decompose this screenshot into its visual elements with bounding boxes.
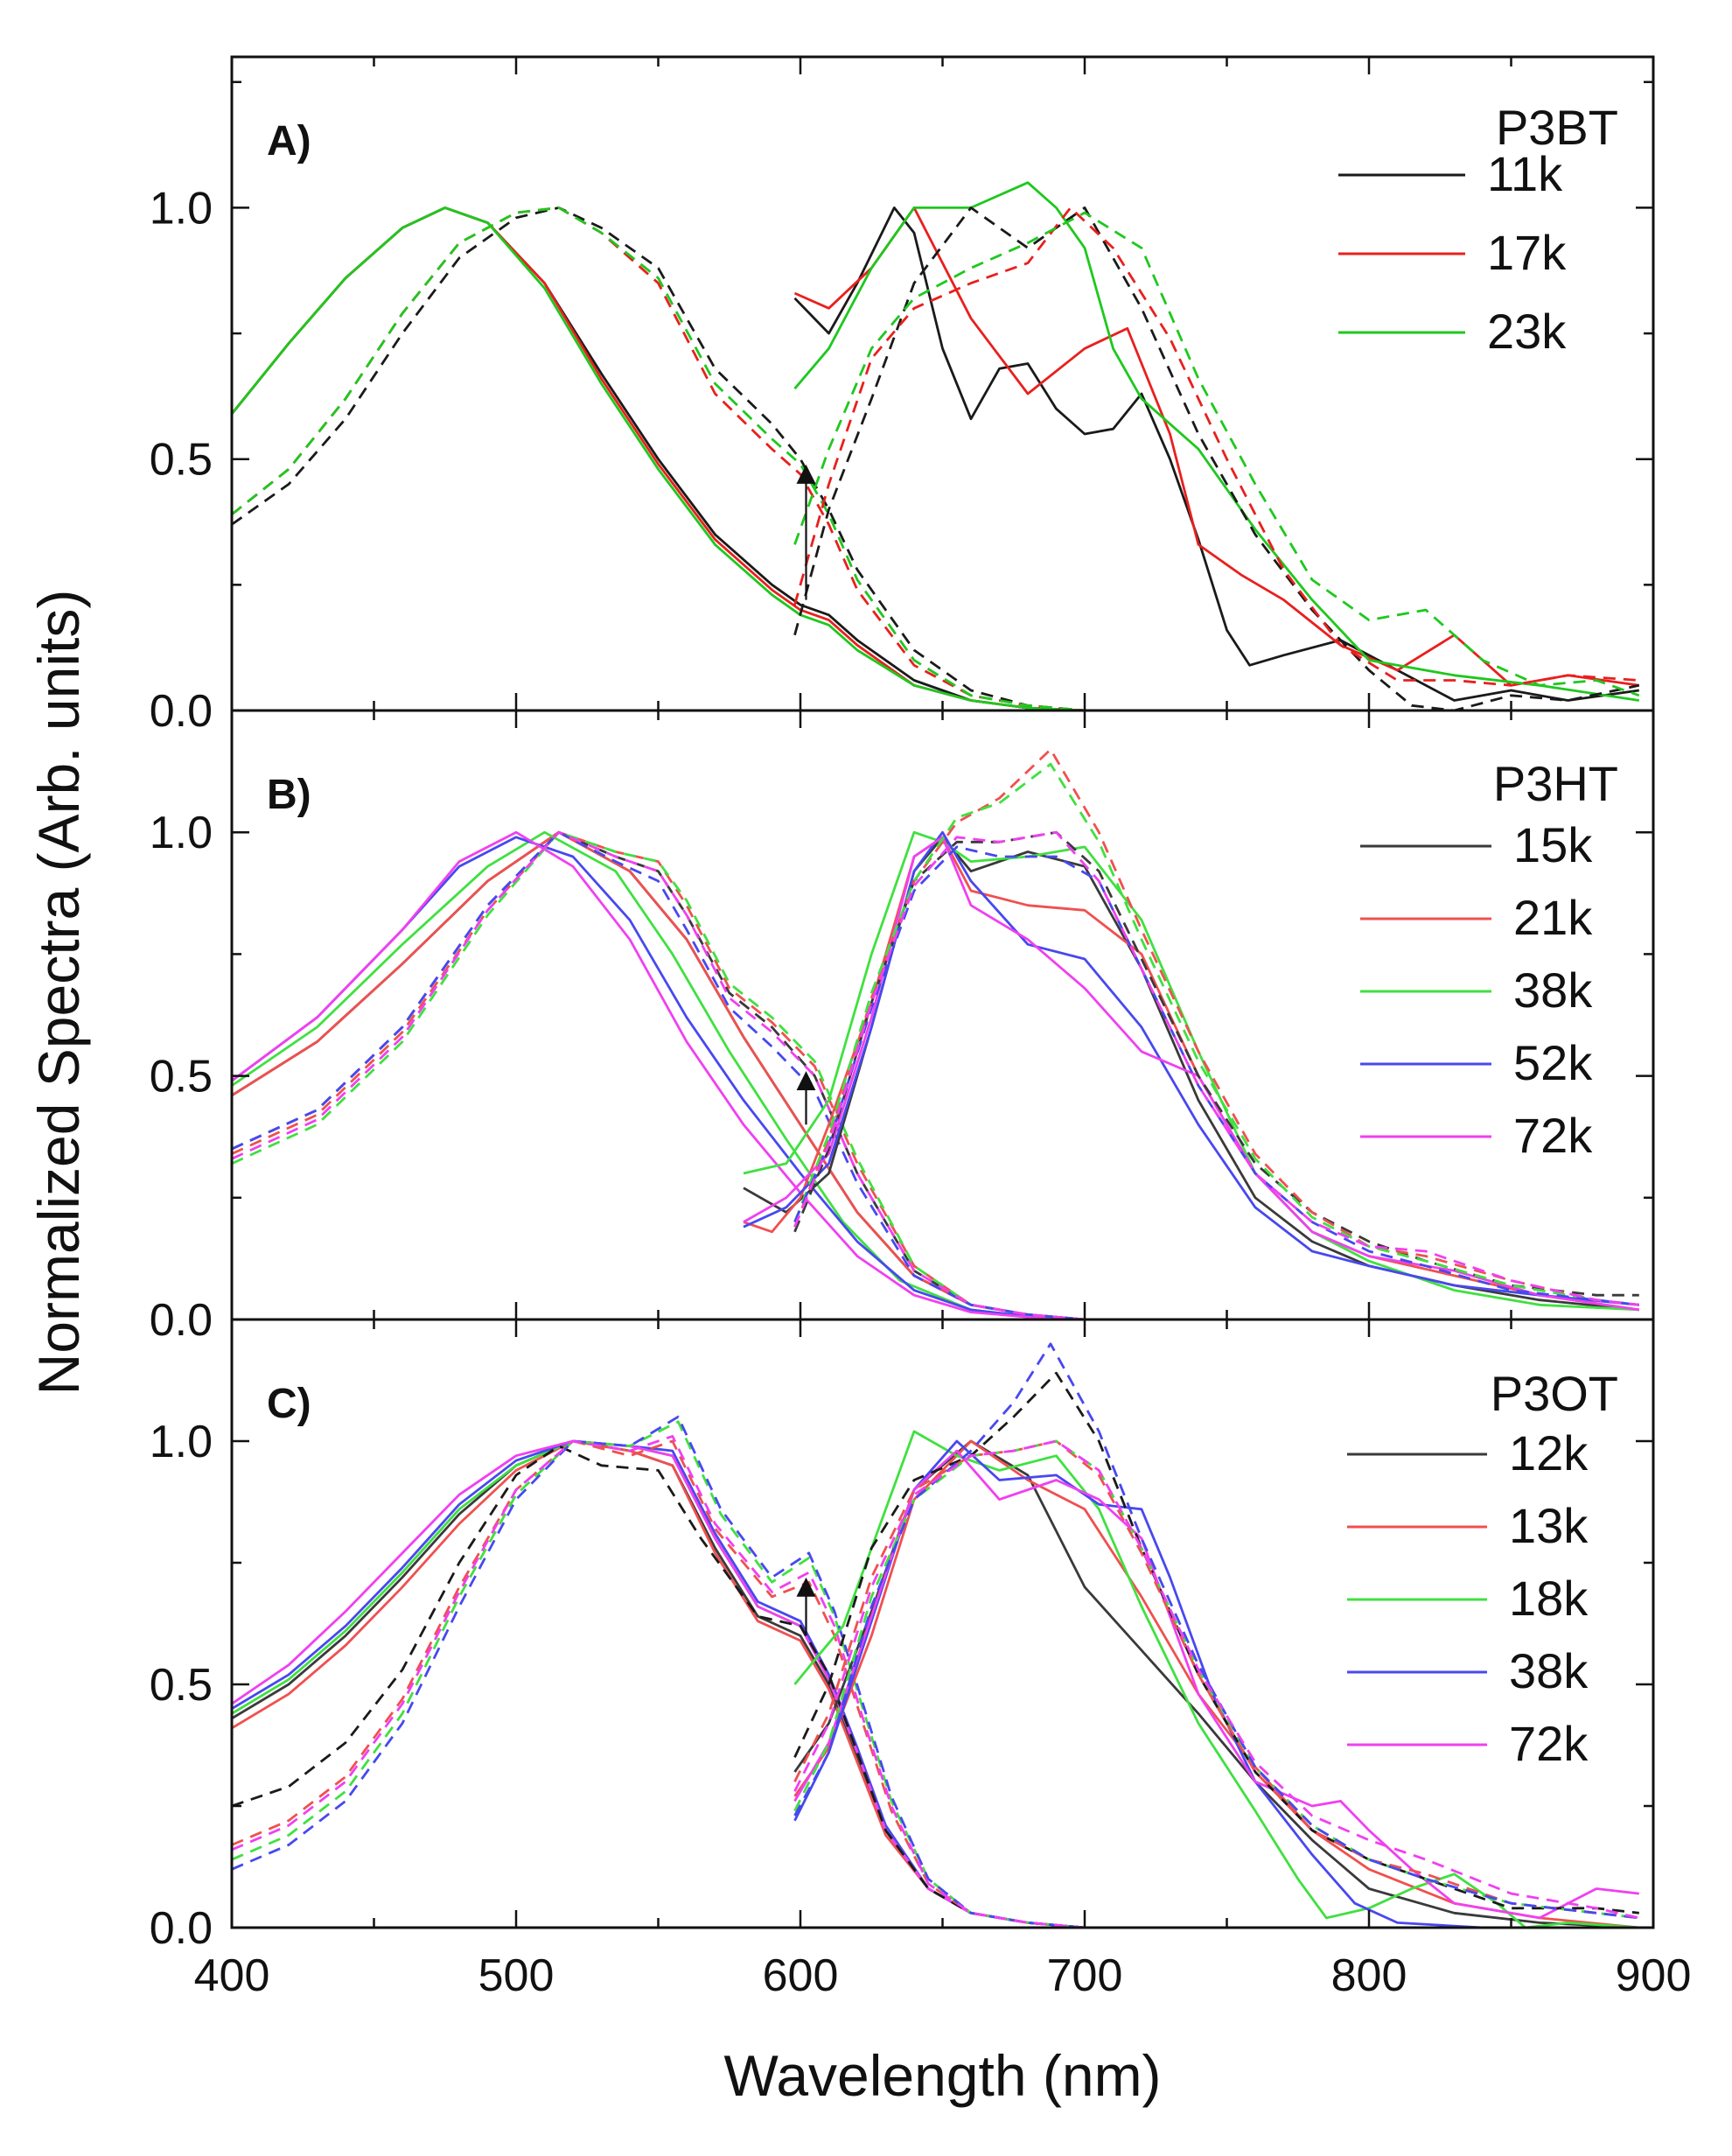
- series-line: [743, 836, 1640, 1312]
- x-tick-label: 600: [763, 1950, 839, 2001]
- series-line: [793, 830, 1639, 1306]
- series-line: [743, 830, 1639, 1306]
- series-line: [793, 206, 1639, 687]
- series-line: [232, 1435, 1086, 1928]
- series-line: [232, 1420, 1086, 1928]
- series-line: [232, 1439, 1086, 1928]
- series-line: [232, 206, 1086, 710]
- series-line: [232, 1415, 1086, 1928]
- x-tick-label: 800: [1331, 1950, 1407, 2001]
- legend-title: P3OT: [1491, 1366, 1618, 1421]
- legend-label: 23k: [1487, 304, 1567, 359]
- series-line: [793, 830, 1639, 1297]
- series-line: [232, 830, 1057, 1320]
- y-tick-label: 0.0: [150, 1903, 213, 1954]
- series-line: [232, 1439, 1086, 1928]
- y-tick-label: 0.5: [150, 1052, 213, 1102]
- x-tick-label: 500: [478, 1950, 555, 2001]
- series-line: [793, 1342, 1639, 1920]
- series-line: [793, 845, 1639, 1306]
- series-line: [793, 181, 1640, 702]
- legend-title: P3BT: [1496, 100, 1618, 155]
- legend-label: 52k: [1513, 1035, 1593, 1090]
- series-group: [232, 181, 1640, 710]
- x-tick-label: 900: [1616, 1950, 1692, 2001]
- series-line: [232, 830, 1086, 1320]
- y-tick-label: 1.0: [150, 1417, 213, 1467]
- series-line: [793, 211, 1640, 697]
- y-tick-label: 0.5: [150, 1660, 213, 1711]
- x-tick-label: 400: [194, 1950, 270, 2001]
- series-line: [793, 1439, 1640, 1920]
- x-axis-title: Wavelength (nm): [723, 2043, 1161, 2108]
- x-tick-label: 700: [1047, 1950, 1123, 2001]
- series-line: [232, 1439, 1086, 1928]
- series-line: [232, 206, 1086, 710]
- legend-label: 21k: [1513, 890, 1593, 945]
- series-line: [793, 1430, 1639, 1928]
- panel-frame: [230, 709, 1655, 1321]
- legend-label: 72k: [1513, 1108, 1593, 1163]
- panel-label: B): [267, 772, 311, 818]
- series-line: [793, 206, 1640, 710]
- panel-p3ht: 0.0 0.5 1.0 B) P3HT 15k 21k 38k 52k 72k: [150, 709, 1655, 1346]
- series-line: [232, 1445, 1086, 1928]
- series-line: [232, 206, 1086, 710]
- series-line: [232, 1439, 1086, 1928]
- legend-label: 18k: [1509, 1571, 1589, 1626]
- y-tick-label: 1.0: [150, 183, 213, 234]
- series-line: [232, 830, 1086, 1320]
- panel-label: A): [267, 118, 311, 164]
- legend-label: 38k: [1513, 962, 1593, 1018]
- series-line: [232, 830, 1086, 1320]
- legend-label: 12k: [1509, 1425, 1589, 1480]
- legend-label: 11k: [1487, 146, 1563, 201]
- series-group: [232, 748, 1640, 1320]
- y-tick-label: 0.5: [150, 435, 213, 486]
- y-tick-label: 0.0: [150, 1295, 213, 1346]
- legend-title: P3HT: [1493, 756, 1618, 811]
- legend-label: 72k: [1509, 1716, 1589, 1771]
- y-axis-title: Normalized Spectra (Arb. units): [26, 590, 91, 1396]
- panel-frame: [230, 55, 1655, 712]
- series-line: [232, 1439, 1086, 1928]
- legend-label: 15k: [1513, 817, 1593, 872]
- series-line: [232, 1439, 1086, 1928]
- legend-label: 13k: [1509, 1498, 1589, 1553]
- series-line: [232, 830, 1086, 1320]
- series-line: [793, 1439, 1639, 1920]
- panel-label: C): [267, 1381, 311, 1427]
- legend-label: 17k: [1487, 225, 1567, 280]
- series-line: [793, 1439, 1639, 1928]
- legend-label: 38k: [1509, 1643, 1589, 1698]
- y-tick-label: 0.0: [150, 686, 213, 737]
- series-line: [793, 748, 1639, 1306]
- y-tick-label: 1.0: [150, 808, 213, 858]
- series-line: [793, 206, 1639, 702]
- series-line: [793, 762, 1639, 1306]
- series-line: [793, 1449, 1639, 1920]
- series-group: [232, 1342, 1640, 1928]
- series-line: [743, 830, 1639, 1312]
